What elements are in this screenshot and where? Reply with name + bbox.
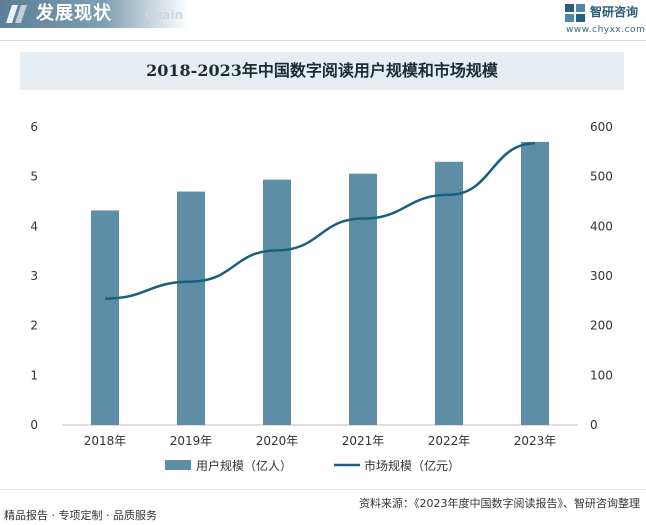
page-header: 发展现状 Chain 智研咨询 www.chyxx.com [0,0,646,35]
legend-label-users: 用户规模（亿人） [196,458,292,473]
bar [91,210,119,425]
bar [435,161,463,425]
combo-chart: 0 1 2 3 4 5 6 0 100 200 300 400 500 600 2018年 2019年 2020… [30,120,613,473]
x-tick-label: 2019年 [170,434,213,448]
y-right-tick-label: 200 [590,319,613,333]
x-tick-label: 2021年 [342,434,385,448]
header-divider [0,40,646,41]
y-left-tick-label: 2 [30,319,38,333]
bar [349,173,377,425]
y-right-tick-label: 100 [590,368,613,382]
chart-title: 2018-2023年中国数字阅读用户规模和市场规模 [146,61,498,80]
y-right-tick-label: 500 [590,170,613,184]
section-banner: 发展现状 Chain [0,0,188,28]
x-tick-label: 2020年 [256,434,299,448]
y-left-tick-label: 4 [30,219,38,233]
x-tick-label: 2023年 [514,434,557,448]
bar [263,179,291,425]
footer-source: 资料来源：《2023年度中国数字阅读报告》、智研咨询整理 [359,497,640,510]
bar [521,141,549,425]
y-left-tick-label: 1 [30,368,38,382]
section-title: 发展现状 [36,3,112,24]
y-right-tick-label: 0 [590,418,598,432]
y-right-tick-label: 300 [590,269,613,283]
footer-divider [0,489,646,490]
x-tick-label: 2022年 [428,434,471,448]
brand-logo-icon [565,4,585,22]
legend-label-market: 市场规模（亿元） [364,458,460,473]
bars-icon [6,5,27,23]
brand-name: 智研咨询 [590,5,639,19]
brand-url: www.chyxx.com [566,25,646,35]
section-subtitle: Chain [145,8,184,22]
y-left-tick-label: 0 [30,418,38,432]
y-left-tick-label: 3 [30,269,38,283]
footer-slogan: 精品报告 · 专项定制 · 品质服务 [4,509,157,522]
y-left-tick-label: 5 [30,170,38,184]
legend-swatch-users [165,460,191,470]
bar [177,191,205,425]
line-series [104,142,536,300]
y-right-tick-label: 400 [590,219,613,233]
x-tick-label: 2018年 [84,434,127,448]
y-right-tick-label: 600 [590,120,613,134]
chart-title-box: 2018-2023年中国数字阅读用户规模和市场规模 [20,52,624,90]
y-left-tick-label: 6 [30,120,38,134]
